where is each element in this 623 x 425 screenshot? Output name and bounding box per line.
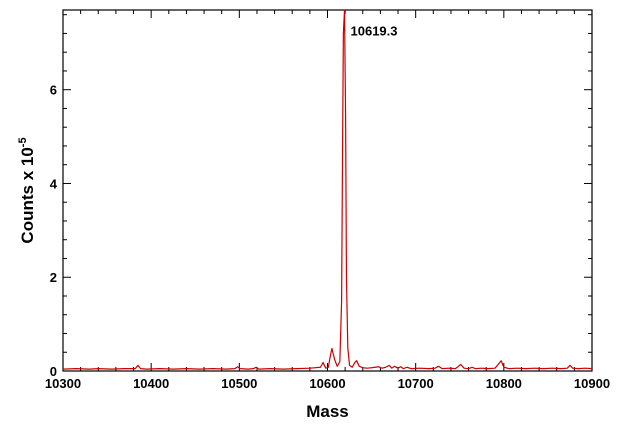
y-axis-tick-labels: 0 2 4 6 (50, 83, 58, 379)
x-axis-tick-labels: 10300 10400 10500 10600 10700 10800 10900 (45, 376, 610, 391)
x-tick-label: 10800 (486, 376, 522, 391)
y-tick-label: 0 (50, 364, 57, 379)
peak-label: 10619.3 (351, 23, 398, 38)
y-tick-label: 2 (50, 270, 57, 285)
y-axis-ticks (63, 14, 592, 372)
x-axis-title: Mass (306, 402, 349, 421)
y-axis-title-exponent: -5 (17, 137, 29, 147)
plot-area: 10300 10400 10500 10600 10700 10800 10900 0 2 4 6… (45, 9, 610, 391)
y-tick-label: 6 (50, 83, 57, 98)
x-tick-label: 10500 (221, 376, 257, 391)
y-axis-title-text: Counts x 10 (18, 147, 37, 243)
spectrum-series-line (62, 9, 593, 370)
x-tick-label: 10900 (574, 376, 610, 391)
y-axis-title: Counts x 10-5 (17, 137, 37, 243)
x-tick-label: 10700 (398, 376, 434, 391)
peak-annotations: 10619.3 (351, 23, 398, 38)
x-tick-label: 10400 (133, 376, 169, 391)
y-tick-label: 4 (50, 176, 58, 191)
x-tick-label: 10300 (45, 376, 81, 391)
x-axis-ticks (62, 10, 593, 371)
x-tick-label: 10600 (309, 376, 345, 391)
plot-frame (62, 9, 593, 372)
